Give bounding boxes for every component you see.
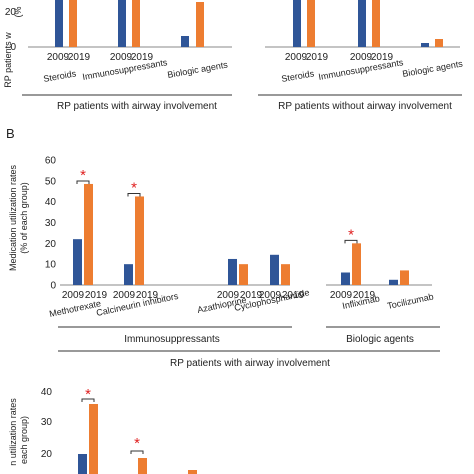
- cat-b-methotrexate: Methotrexate: [48, 298, 101, 319]
- bar-a-left-steroids-2019: [69, 0, 77, 47]
- year-b-azathioprine-2019: 2019: [240, 290, 263, 301]
- year-b-methotrexate-2009: 2009: [62, 290, 85, 301]
- year-b-methotrexate-2019: 2019: [85, 290, 108, 301]
- year-a-l1-2019: 2019: [68, 52, 91, 63]
- cat-a-right-biologic: Biologic agents: [402, 58, 464, 79]
- panel-b-ytick-30: 30: [45, 218, 57, 229]
- bar-a-left-immuno-2019: [132, 0, 140, 47]
- panel-b-ytick-60: 60: [45, 156, 57, 167]
- bar-b-infliximab-2019: [352, 243, 361, 285]
- bracket-c-1: [81, 398, 95, 402]
- panel-b-ytick-10: 10: [45, 260, 57, 271]
- year-b-azathioprine-2009: 2009: [217, 290, 240, 301]
- bar-a-right-immuno-2009: [358, 0, 366, 47]
- year-b-infliximab-2019: 2019: [353, 290, 376, 301]
- bracket-b-methotrexate: [76, 180, 90, 184]
- panel-a-group-label-left: RP patients with airway involvement: [57, 101, 217, 112]
- cat-b-tocilizumab: Tocilizumab: [386, 291, 434, 311]
- bar-a-right-immuno-2019: [372, 0, 380, 47]
- panel-b-ytick-50: 50: [45, 176, 57, 187]
- star-c-1: *: [85, 386, 91, 403]
- year-a-l2-2009: 2009: [110, 52, 133, 63]
- panel-c: n utilization rates each group) 40 30 20…: [8, 386, 197, 474]
- panel-b-ylabel-line1: Medication utilization rates: [8, 164, 18, 271]
- bracket-b-calcineurin-inhibitors: [127, 192, 141, 197]
- panel-a-ylabel: RP patients w: [3, 32, 13, 88]
- year-a-l2-2019: 2019: [131, 52, 154, 63]
- panel-a-ytick-0: 0: [10, 42, 16, 53]
- panel-c-ytick-40: 40: [41, 387, 53, 398]
- panel-b: B Medication utilization rates (% of eac…: [6, 126, 440, 369]
- bar-a-left-biologic-2019: [196, 2, 204, 47]
- bar-b-cyclophosphamide-2019: [281, 264, 290, 285]
- panel-b-ytick-0: 0: [50, 281, 56, 292]
- star-b-calcineurin-inhibitors: *: [131, 179, 137, 196]
- bar-a-right-biologic-2019: [435, 39, 443, 47]
- panel-c-ylabel-2: each group): [19, 416, 29, 464]
- panel-a-group-label-right: RP patients without airway involvement: [278, 101, 452, 112]
- bar-b-infliximab-2009: [341, 272, 350, 285]
- cat-a-left-biologic: Biologic agents: [167, 59, 229, 80]
- year-a-r2-2019: 2019: [371, 52, 394, 63]
- panel-b-ylabel-line2: (% of each group): [19, 182, 29, 254]
- panel-a-ylabel-2: (%: [13, 7, 23, 18]
- bar-b-calcineurin-inhibitors-2019: [135, 196, 144, 285]
- year-a-r1-2009: 2009: [285, 52, 308, 63]
- panel-b-significance: * * *: [76, 167, 358, 244]
- bar-b-tocilizumab-2009: [389, 279, 398, 285]
- year-a-l1-2009: 2009: [47, 52, 70, 63]
- panel-b-letter: B: [6, 126, 15, 141]
- bar-b-methotrexate-2009: [73, 239, 82, 285]
- bar-b-azathioprine-2019: [239, 264, 248, 285]
- panel-b-y-ticks: 60 50 40 30 20 10 0: [45, 156, 57, 292]
- panel-b-group-label-immuno: Immunosuppressants: [124, 334, 220, 345]
- bar-b-methotrexate-2019: [84, 183, 93, 285]
- bar-a-right-steroids-2009: [293, 0, 301, 47]
- cat-a-right-steroids: Steroids: [281, 68, 316, 84]
- panel-a-ytick-20: 20: [5, 7, 17, 18]
- bar-a-left-immuno-2009: [118, 0, 126, 47]
- bracket-b-infliximab: [344, 239, 358, 244]
- year-b-calcineurin-inhibitors-2009: 2009: [113, 290, 136, 301]
- year-a-r2-2009: 2009: [350, 52, 373, 63]
- star-b-infliximab: *: [348, 226, 354, 243]
- bar-b-cyclophosphamide-2009: [270, 254, 279, 285]
- year-a-r1-2019: 2019: [306, 52, 329, 63]
- bar-a-left-biologic-2009: [181, 36, 189, 47]
- year-b-cyclophosphamide-2009: 2009: [259, 290, 282, 301]
- year-b-infliximab-2009: 2009: [330, 290, 353, 301]
- star-b-methotrexate: *: [80, 167, 86, 184]
- panel-c-ytick-30: 30: [41, 417, 53, 428]
- star-c-2: *: [134, 435, 140, 452]
- bar-b-azathioprine-2009: [228, 258, 237, 285]
- bar-b-calcineurin-inhibitors-2009: [124, 264, 133, 285]
- year-b-calcineurin-inhibitors-2019: 2019: [136, 290, 159, 301]
- bar-c-third-2019: [188, 470, 197, 474]
- bar-c-methotrexate-2019: [89, 404, 98, 474]
- panel-a: RP patients w (% 20 0 2009 2019 2009 201…: [3, 0, 464, 112]
- bar-b-tocilizumab-2019: [400, 270, 409, 285]
- panel-b-group-label-biologic: Biologic agents: [346, 334, 414, 345]
- bar-a-left-steroids-2009: [55, 0, 63, 47]
- bar-c-calcineurin-2019: [138, 458, 147, 474]
- bar-a-right-steroids-2019: [307, 0, 315, 47]
- panel-c-ylabel-1: n utilization rates: [8, 398, 18, 466]
- panel-c-ytick-20: 20: [41, 449, 53, 460]
- bar-a-right-biologic-2009: [421, 43, 429, 47]
- bar-c-methotrexate-2009: [78, 454, 87, 474]
- panel-b-bars: [73, 183, 409, 285]
- bracket-c-2: [130, 450, 144, 454]
- panel-b-outer-label: RP patients with airway involvement: [170, 358, 330, 369]
- panel-b-ytick-40: 40: [45, 197, 57, 208]
- panel-b-ytick-20: 20: [45, 239, 57, 250]
- cat-a-left-steroids: Steroids: [43, 68, 78, 84]
- year-b-cyclophosphamide-2019: 2019: [282, 290, 305, 301]
